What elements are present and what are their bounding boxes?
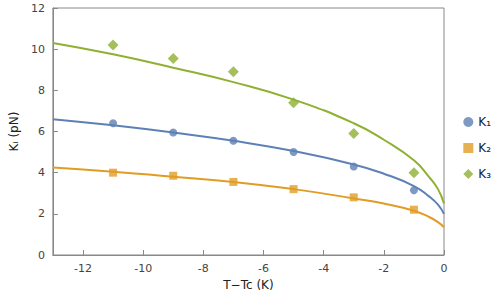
- svg-text:-2: -2: [378, 262, 389, 275]
- svg-text:K₁: K₁: [478, 115, 491, 129]
- svg-text:0: 0: [441, 262, 448, 275]
- svg-text:0: 0: [38, 249, 45, 262]
- svg-text:Kᵢ (pN): Kᵢ (pN): [7, 112, 21, 152]
- svg-text:-12: -12: [74, 262, 92, 275]
- svg-text:6: 6: [38, 125, 45, 138]
- svg-text:K₃: K₃: [478, 167, 491, 181]
- svg-text:T−Tc (K): T−Tc (K): [222, 278, 273, 292]
- svg-text:12: 12: [31, 2, 45, 15]
- svg-text:8: 8: [38, 84, 45, 97]
- svg-text:K₂: K₂: [478, 141, 491, 155]
- svg-text:-8: -8: [198, 262, 209, 275]
- svg-text:-6: -6: [258, 262, 269, 275]
- svg-text:-4: -4: [318, 262, 329, 275]
- svg-text:2: 2: [38, 207, 45, 220]
- svg-text:4: 4: [38, 166, 45, 179]
- svg-text:-10: -10: [134, 262, 152, 275]
- svg-text:10: 10: [31, 43, 45, 56]
